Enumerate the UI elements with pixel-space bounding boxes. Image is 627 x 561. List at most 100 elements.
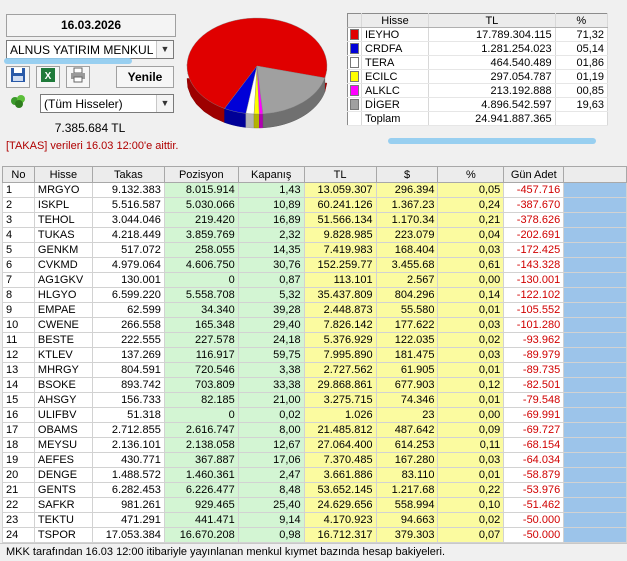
legend-name: DİGER xyxy=(361,97,430,112)
column-header[interactable]: Gün Adet xyxy=(503,166,565,183)
table-row[interactable]: 23 TEKTU 471.291 441.471 9,14 4.170.923 94.663… xyxy=(2,512,627,528)
row-number: 13 xyxy=(2,362,35,378)
row-close: 0,02 xyxy=(237,407,305,423)
row-close: 24,18 xyxy=(237,332,305,348)
row-pct: 0,09 xyxy=(437,422,505,438)
table-row[interactable]: 6 CVKMD 4.979.064 4.606.750 30,76 152.259.77 3… xyxy=(2,257,627,273)
row-daily-qty: -82.501 xyxy=(503,377,565,393)
row-filler xyxy=(563,407,627,423)
refresh-button[interactable]: Yenile xyxy=(116,66,174,88)
row-number: 19 xyxy=(2,452,35,468)
row-filler xyxy=(563,362,627,378)
row-pct: 0,00 xyxy=(437,407,505,423)
table-row[interactable]: 3 TEHOL 3.044.046 219.420 16,89 51.566.134 1.1… xyxy=(2,212,627,228)
row-daily-qty: -51.462 xyxy=(503,497,565,513)
chevron-down-icon[interactable]: ▼ xyxy=(156,95,173,112)
table-row[interactable]: 18 MEYSU 2.136.101 2.138.058 12,67 27.064.400… xyxy=(2,437,627,453)
row-takas: 6.282.453 xyxy=(91,482,165,498)
chevron-down-icon[interactable]: ▼ xyxy=(156,41,173,58)
column-header[interactable]: TL xyxy=(303,166,377,183)
table-row[interactable]: 17 OBAMS 2.712.855 2.616.747 8,00 21.485.812 4… xyxy=(2,422,627,438)
row-filler xyxy=(563,287,627,303)
table-row[interactable]: 20 DENGE 1.488.572 1.460.361 2,47 3.661.886 83… xyxy=(2,467,627,483)
row-usd: 167.280 xyxy=(375,452,439,468)
table-row[interactable]: 1 MRGYO 9.132.383 8.015.914 1,43 13.059.307 29… xyxy=(2,182,627,198)
row-pct: 0,01 xyxy=(437,302,505,318)
legend-pct: 19,63 xyxy=(555,97,609,112)
row-close: 29,40 xyxy=(237,317,305,333)
legend-pct: 01,86 xyxy=(555,55,609,70)
excel-export-button[interactable]: X xyxy=(36,66,60,88)
row-takas: 4.979.064 xyxy=(91,257,165,273)
row-close: 39,28 xyxy=(237,302,305,318)
row-takas: 17.053.384 xyxy=(91,527,165,543)
row-daily-qty: -53.976 xyxy=(503,482,565,498)
table-row[interactable]: 15 AHSGY 156.733 82.185 21,00 3.275.715 74.346… xyxy=(2,392,627,408)
column-header[interactable]: Kapanış xyxy=(237,166,305,183)
column-header[interactable]: Pozisyon xyxy=(163,166,239,183)
table-row[interactable]: 19 AEFES 430.771 367.887 17,06 7.370.485 167.2… xyxy=(2,452,627,468)
row-daily-qty: -89.979 xyxy=(503,347,565,363)
table-row[interactable]: 16 ULIFBV 51.318 0 0,02 1.026 23 0,00 -69.991 xyxy=(2,407,627,423)
row-position: 367.887 xyxy=(163,452,239,468)
row-pct: 0,03 xyxy=(437,242,505,258)
row-usd: 1.217.68 xyxy=(375,482,439,498)
column-header[interactable]: % xyxy=(437,166,505,183)
table-row[interactable]: 13 MHRGY 804.591 720.546 3,38 2.727.562 61.905… xyxy=(2,362,627,378)
save-button[interactable] xyxy=(6,66,30,88)
table-row[interactable]: 10 CWENE 266.558 165.348 29,40 7.826.142 177.6… xyxy=(2,317,627,333)
row-close: 0,98 xyxy=(237,527,305,543)
print-button[interactable] xyxy=(66,66,90,88)
member-select[interactable]: ALNUS YATIRIM MENKUL ▼ xyxy=(6,40,174,59)
row-usd: 223.079 xyxy=(375,227,439,243)
column-header[interactable]: No xyxy=(2,166,35,183)
row-filler xyxy=(563,182,627,198)
table-row[interactable]: 12 KTLEV 137.269 116.917 59,75 7.995.890 181.4… xyxy=(2,347,627,363)
row-takas: 5.516.587 xyxy=(91,197,165,213)
stock-filter-select[interactable]: (Tüm Hisseler) ▼ xyxy=(40,94,174,113)
row-number: 23 xyxy=(2,512,35,528)
row-tl: 51.566.134 xyxy=(303,212,377,228)
table-row[interactable]: 8 HLGYO 6.599.220 5.558.708 5,32 35.437.809 80… xyxy=(2,287,627,303)
holdings-grid[interactable]: No Hisse Takas Pozisyon Kapanış TL $% Gün Adet … xyxy=(2,166,627,543)
table-row[interactable]: 9 EMPAE 62.599 34.340 39,28 2.448.873 55.580 0,… xyxy=(2,302,627,318)
row-position: 1.460.361 xyxy=(163,467,239,483)
column-header[interactable]: Hisse xyxy=(33,166,93,183)
stocks-icon xyxy=(6,93,30,115)
row-daily-qty: -79.548 xyxy=(503,392,565,408)
row-takas: 9.132.383 xyxy=(91,182,165,198)
row-position: 6.226.477 xyxy=(163,482,239,498)
table-row[interactable]: 22 SAFKR 981.261 929.465 25,40 24.629.656 558.… xyxy=(2,497,627,513)
legend-row: CRDFA 1.281.254.023 05,14 xyxy=(347,41,609,56)
table-row[interactable]: 21 GENTS 6.282.453 6.226.477 8,48 53.652.145 1… xyxy=(2,482,627,498)
column-header[interactable]: $ xyxy=(375,166,439,183)
row-daily-qty: -101.280 xyxy=(503,317,565,333)
row-filler xyxy=(563,332,627,348)
row-number: 5 xyxy=(2,242,35,258)
row-number: 22 xyxy=(2,497,35,513)
table-row[interactable]: 11 BESTE 222.555 227.578 24,18 5.376.929 122.0… xyxy=(2,332,627,348)
date-display: 16.03.2026 xyxy=(6,14,176,37)
highlight-mark xyxy=(388,138,596,144)
row-number: 4 xyxy=(2,227,35,243)
table-row[interactable]: 7 AG1GKV 130.001 0 0,87 113.101 2.567 0,00 -130.… xyxy=(2,272,627,288)
column-header[interactable]: Takas xyxy=(91,166,165,183)
legend-tl: 1.281.254.023 xyxy=(428,41,556,56)
row-usd: 2.567 xyxy=(375,272,439,288)
row-number: 2 xyxy=(2,197,35,213)
row-symbol: KTLEV xyxy=(33,347,93,363)
table-row[interactable]: 14 BSOKE 893.742 703.809 33,38 29.868.861 677.… xyxy=(2,377,627,393)
row-takas: 471.291 xyxy=(91,512,165,528)
table-row[interactable]: 4 TUKAS 4.218.449 3.859.769 2,32 9.828.985 223… xyxy=(2,227,627,243)
row-number: 15 xyxy=(2,392,35,408)
legend-name: TERA xyxy=(361,55,430,70)
row-tl: 7.826.142 xyxy=(303,317,377,333)
legend-swatch xyxy=(347,97,362,112)
table-row[interactable]: 24 TSPOR 17.053.384 16.670.208 0,98 16.712.31… xyxy=(2,527,627,543)
row-close: 16,89 xyxy=(237,212,305,228)
row-position: 2.138.058 xyxy=(163,437,239,453)
table-row[interactable]: 5 GENKM 517.072 258.055 14,35 7.419.983 168.40… xyxy=(2,242,627,258)
row-filler xyxy=(563,437,627,453)
legend-name: ALKLC xyxy=(361,83,430,98)
table-row[interactable]: 2 ISKPL 5.516.587 5.030.066 10,89 60.241.126 1… xyxy=(2,197,627,213)
